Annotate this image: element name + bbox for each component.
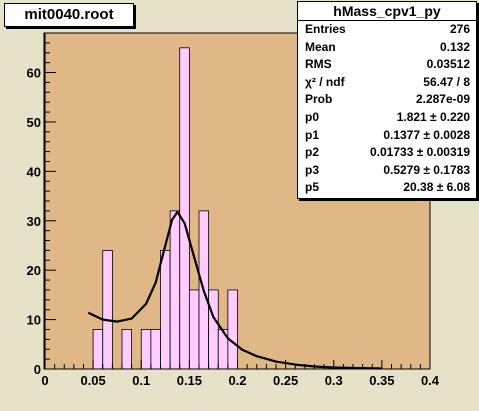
histogram-bar — [102, 250, 113, 370]
histogram-bar — [140, 329, 152, 370]
stats-row: p1 0.1377 ± 0.0028 — [298, 127, 476, 145]
stats-key: p0 — [305, 109, 320, 124]
y-tick-label: 20 — [27, 263, 41, 278]
file-title-box: mit0040.root — [4, 3, 134, 27]
stats-key: p2 — [305, 145, 320, 160]
x-tick-label: 0.05 — [80, 373, 105, 388]
x-tick-label: 0.15 — [177, 373, 202, 388]
x-tick-label: 0 — [41, 373, 48, 388]
stats-key: Entries — [305, 22, 346, 36]
x-tick-label: 0.35 — [369, 373, 394, 388]
stats-value: 0.5279 ± 0.1783 — [383, 162, 470, 177]
histogram-bar — [188, 289, 200, 370]
y-tick-label: 30 — [27, 214, 41, 229]
histogram-bar — [150, 329, 161, 370]
stats-row: χ² / ndf 56.47 / 8 — [298, 74, 476, 92]
stats-value: 0.1377 ± 0.0028 — [383, 127, 470, 142]
stats-row: p5 20.38 ± 6.08 — [298, 179, 476, 197]
y-tick-label: 0 — [34, 362, 41, 377]
stats-rows: Entries 276 Mean 0.132 RMS 0.03512 χ² / ndf 56.… — [298, 21, 476, 197]
x-tick-label: 0.1 — [132, 373, 150, 388]
stats-value: 2.287e-09 — [415, 92, 470, 107]
x-tick-label: 0.25 — [273, 373, 298, 388]
stats-row: Mean 0.132 — [298, 39, 476, 57]
x-tick-label: 0.2 — [228, 373, 246, 388]
stats-value: 0.03512 — [426, 57, 470, 72]
stats-box: hMass_cpv1_py Entries 276 Mean 0.132 RMS 0.03… — [297, 1, 477, 199]
x-tick-label: 0.3 — [325, 373, 343, 388]
histogram-bar — [179, 47, 190, 370]
stats-row: RMS 0.03512 — [298, 56, 476, 74]
stats-key: χ² / ndf — [305, 74, 345, 89]
histogram-bar — [92, 329, 104, 370]
stats-value: 0.132 — [439, 39, 470, 54]
y-tick-label: 60 — [27, 66, 41, 81]
stats-value: 0.01733 ± 0.00319 — [369, 145, 470, 160]
stats-key: p3 — [305, 162, 320, 177]
x-tick-label: 0.4 — [421, 373, 440, 388]
histogram-bar — [121, 329, 133, 370]
stats-key: p1 — [305, 127, 320, 142]
stats-row: p2 0.01733 ± 0.00319 — [298, 144, 476, 162]
y-axis: 0 10 20 30 40 50 60 — [27, 32, 56, 377]
stats-key: Prob — [305, 92, 333, 107]
stats-key: RMS — [305, 57, 332, 72]
stats-value: 276 — [449, 22, 470, 36]
stats-row: p0 1.821 ± 0.220 — [298, 109, 476, 127]
stats-row: p3 0.5279 ± 0.1783 — [298, 162, 476, 180]
histogram-bar — [160, 250, 171, 370]
stats-value: 20.38 ± 6.08 — [403, 180, 470, 195]
histogram-bar — [227, 289, 238, 370]
stats-row: Entries 276 — [298, 21, 476, 39]
stats-key: p5 — [305, 180, 320, 195]
stats-row: Prob 2.287e-09 — [298, 91, 476, 109]
y-tick-label: 40 — [27, 164, 41, 179]
stats-title: hMass_cpv1_py — [298, 2, 476, 21]
y-tick-label: 10 — [27, 313, 41, 328]
histogram-bar — [169, 210, 181, 370]
x-axis: 0 0.05 0.1 0.15 0.2 0.25 0.3 0.35 0.4 — [41, 360, 440, 388]
histogram-bar — [208, 289, 219, 370]
stats-value: 56.47 / 8 — [423, 74, 470, 89]
stats-key: Mean — [305, 39, 336, 54]
y-tick-label: 50 — [27, 115, 41, 130]
stats-value: 1.821 ± 0.220 — [396, 109, 470, 124]
